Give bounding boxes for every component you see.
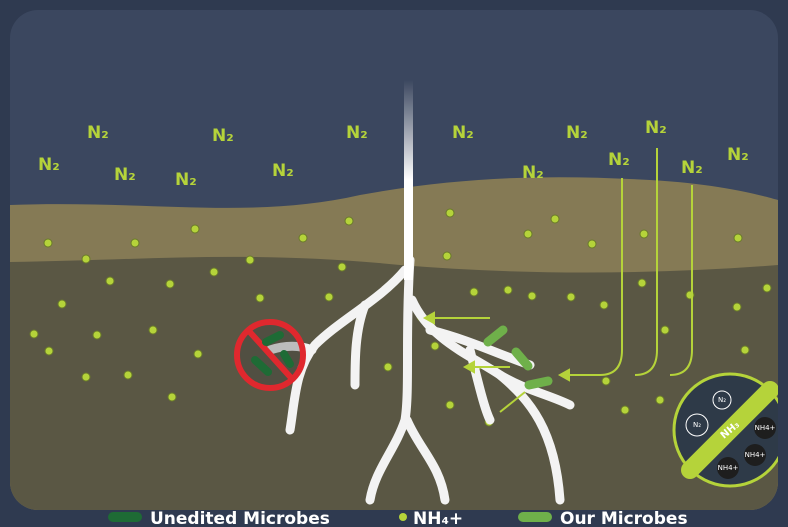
page: {"n2_labels": ["N₂", "N₂", "N₂", "N₂", "… [0,0,788,527]
legend-swatch [518,512,552,522]
n2-label: N₂ [452,123,474,143]
nh4-dot [93,331,101,339]
nh4-dot [325,293,333,301]
nh4-dot [504,286,512,294]
n2-label: N₂ [681,158,703,178]
nh4-dot [734,234,742,242]
n2-label: N₂ [522,163,544,183]
n2-label: N₂ [566,123,588,143]
nh4-dot [470,288,478,296]
nh4-dot [44,239,52,247]
nh4-dot [194,350,202,358]
nh4-dot [168,393,176,401]
nh4-dot [256,294,264,302]
legend-label: Unedited Microbes [150,509,330,527]
nh4-dot [82,255,90,263]
nh4-dot [602,377,610,385]
nh4-dot [446,401,454,409]
nh4-dot [446,209,454,217]
n2-label: N₂ [272,161,294,181]
nh4-dot [600,301,608,309]
nh4-dot [763,284,771,292]
nh4-dot [638,279,646,287]
legend-swatch [108,512,142,522]
nh4-dot [58,300,66,308]
badge-label: NH4+ [755,424,776,432]
scene: N₂ N₂ NH₃ NH4+ NH4+ NH4+ [10,10,786,510]
n2-label: N₂ [212,126,234,146]
nh4-dot [106,277,114,285]
nh4-dot [345,217,353,225]
nh4-dot [551,215,559,223]
nh4-dot [149,326,157,334]
n2-label: N₂ [608,150,630,170]
nh4-dot [741,346,749,354]
badge-label: N₂ [718,396,726,404]
nh4-dot [82,373,90,381]
nh4-dot [443,252,451,260]
diagram: N₂ N₂ NH₃ NH4+ NH4+ NH4+ N₂ N₂ N₂ N₂ N₂ N₂ N₂ N… [0,0,788,527]
nh4-dot [661,326,669,334]
nh4-dot [656,396,664,404]
badge-label: NH4+ [745,451,766,459]
nh4-dot [246,256,254,264]
nh4-dot [124,371,132,379]
nh4-dot [45,347,53,355]
nh4-dot [588,240,596,248]
nh4-dot [567,293,575,301]
nh4-dot [621,406,629,414]
nh4-dot [338,263,346,271]
n2-label: N₂ [727,145,749,165]
nh4-dot [431,342,439,350]
prohibited-sign [237,322,303,388]
nh4-dot [524,230,532,238]
stem [404,80,413,280]
badge-label: NH4+ [718,464,739,472]
legend-swatch [399,513,407,521]
nh4-dot [528,292,536,300]
n2-label: N₂ [114,165,136,185]
nh4-dot [640,230,648,238]
n2-label: N₂ [346,123,368,143]
nh4-dot [733,303,741,311]
badge-label: N₂ [693,421,701,429]
nh4-dot [384,363,392,371]
nh4-dot [210,268,218,276]
n2-label: N₂ [38,155,60,175]
nh4-dot [30,330,38,338]
n2-label: N₂ [87,123,109,143]
n2-label: N₂ [645,118,667,138]
n2-label: N₂ [175,170,197,190]
nh4-dot [131,239,139,247]
nh4-dot [191,225,199,233]
nh4-dot [299,234,307,242]
badge: N₂ N₂ NH₃ NH4+ NH4+ NH4+ [674,374,786,486]
legend-label: Our Microbes [560,509,688,527]
nh4-dot [166,280,174,288]
subsoil [10,257,778,510]
legend-label: NH₄+ [413,509,463,527]
